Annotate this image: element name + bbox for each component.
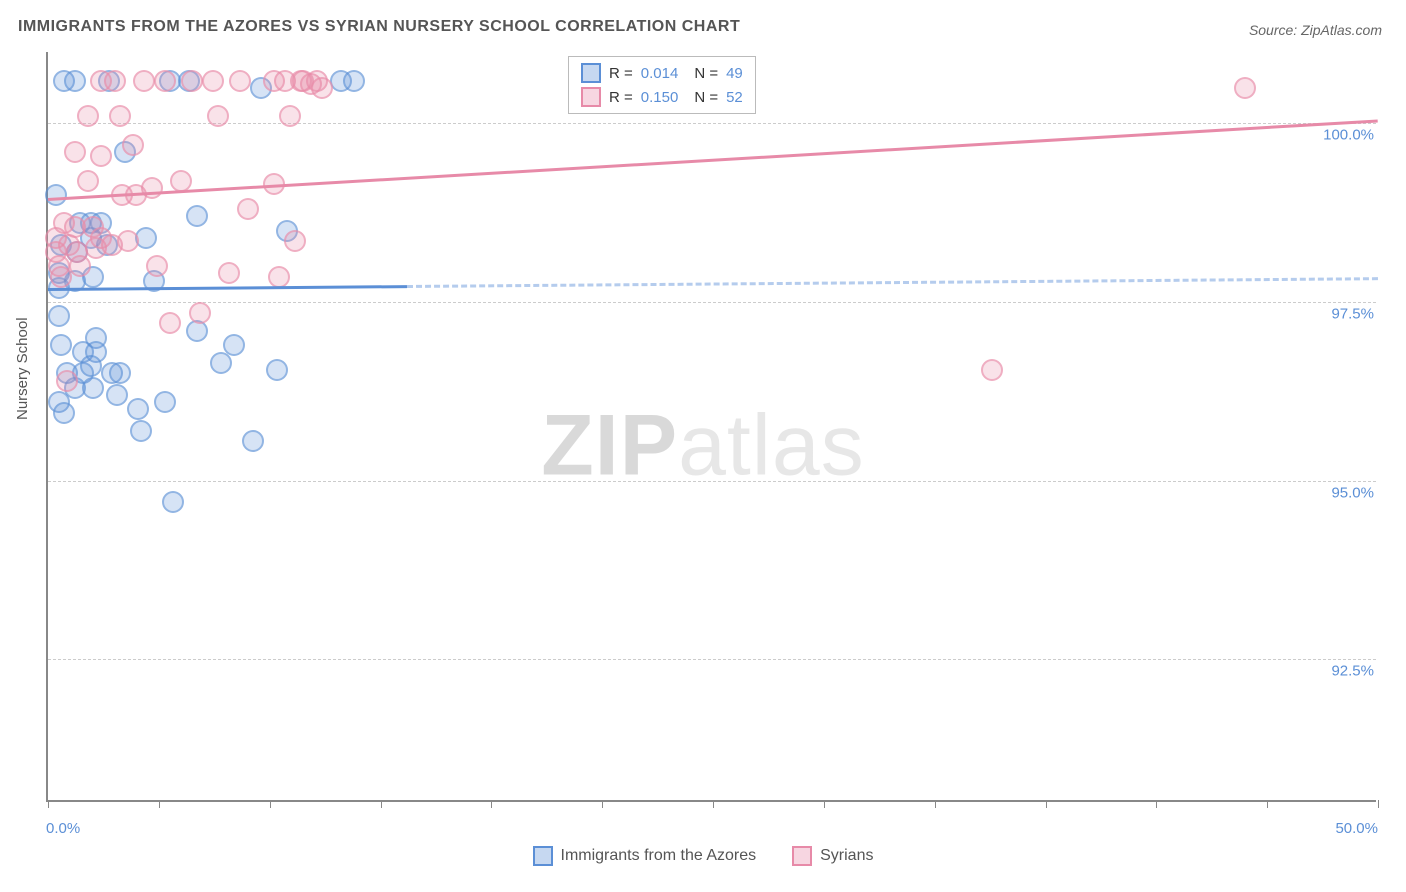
- legend-item-azores: Immigrants from the Azores: [533, 846, 757, 866]
- data-point: [45, 184, 67, 206]
- data-point: [104, 70, 126, 92]
- data-point: [48, 305, 70, 327]
- y-axis-label: Nursery School: [14, 317, 31, 420]
- stat-n-label: N =: [694, 65, 718, 82]
- legend-swatch-blue: [533, 846, 553, 866]
- gridline: [48, 123, 1376, 124]
- trend-line: [407, 277, 1378, 288]
- data-point: [268, 266, 290, 288]
- data-point: [207, 105, 229, 127]
- stat-r-value: 0.014: [641, 65, 679, 82]
- data-point: [135, 227, 157, 249]
- data-point: [127, 398, 149, 420]
- data-point: [53, 402, 75, 424]
- x-tick: [713, 800, 714, 808]
- data-point: [181, 70, 203, 92]
- data-point: [122, 134, 144, 156]
- data-point: [189, 302, 211, 324]
- data-point: [202, 70, 224, 92]
- data-point: [109, 362, 131, 384]
- data-point: [106, 384, 128, 406]
- data-point: [77, 170, 99, 192]
- data-point: [64, 141, 86, 163]
- y-tick-label: 97.5%: [1327, 306, 1378, 323]
- data-point: [266, 359, 288, 381]
- stats-row-azores: R = 0.014 N = 49: [569, 61, 755, 85]
- data-point: [162, 491, 184, 513]
- data-point: [117, 230, 139, 252]
- x-tick-label-min: 0.0%: [46, 820, 80, 837]
- data-point: [82, 377, 104, 399]
- stat-r-value: 0.150: [641, 89, 679, 106]
- legend: Immigrants from the Azores Syrians: [0, 846, 1406, 866]
- data-point: [90, 145, 112, 167]
- data-point: [311, 77, 333, 99]
- data-point: [279, 105, 301, 127]
- data-point: [133, 70, 155, 92]
- data-point: [1234, 77, 1256, 99]
- data-point: [141, 177, 163, 199]
- data-point: [343, 70, 365, 92]
- data-point: [242, 430, 264, 452]
- trend-line: [48, 120, 1378, 202]
- x-tick: [381, 800, 382, 808]
- data-point: [154, 70, 176, 92]
- data-point: [218, 262, 240, 284]
- data-point: [284, 230, 306, 252]
- x-tick: [602, 800, 603, 808]
- swatch-icon: [581, 87, 601, 107]
- y-tick-label: 92.5%: [1327, 663, 1378, 680]
- data-point: [210, 352, 232, 374]
- stat-n-value: 49: [726, 65, 743, 82]
- legend-item-syrians: Syrians: [792, 846, 873, 866]
- x-tick: [491, 800, 492, 808]
- stat-n-value: 52: [726, 89, 743, 106]
- data-point: [130, 420, 152, 442]
- x-tick: [1046, 800, 1047, 808]
- x-tick: [1267, 800, 1268, 808]
- x-tick: [935, 800, 936, 808]
- x-tick-label-max: 50.0%: [1335, 820, 1378, 837]
- legend-swatch-pink: [792, 846, 812, 866]
- x-tick: [48, 800, 49, 808]
- gridline: [48, 302, 1376, 303]
- y-tick-label: 95.0%: [1327, 484, 1378, 501]
- data-point: [109, 105, 131, 127]
- data-point: [159, 312, 181, 334]
- data-point: [170, 170, 192, 192]
- gridline: [48, 659, 1376, 660]
- data-point: [229, 70, 251, 92]
- x-tick: [1156, 800, 1157, 808]
- x-tick: [270, 800, 271, 808]
- source-label: Source: ZipAtlas.com: [1249, 22, 1382, 38]
- data-point: [154, 391, 176, 413]
- legend-label: Immigrants from the Azores: [561, 847, 757, 865]
- plot-area: 92.5% 95.0% 97.5% 100.0%: [46, 52, 1376, 802]
- gridline: [48, 481, 1376, 482]
- stat-n-label: N =: [694, 89, 718, 106]
- legend-label: Syrians: [820, 847, 873, 865]
- data-point: [77, 105, 99, 127]
- x-tick: [824, 800, 825, 808]
- y-tick-label: 100.0%: [1319, 127, 1378, 144]
- data-point: [56, 370, 78, 392]
- stat-r-label: R =: [609, 65, 633, 82]
- data-point: [237, 198, 259, 220]
- stat-r-label: R =: [609, 89, 633, 106]
- stats-row-syrians: R = 0.150 N = 52: [569, 85, 755, 109]
- x-tick: [159, 800, 160, 808]
- data-point: [223, 334, 245, 356]
- data-point: [50, 334, 72, 356]
- correlation-stats-box: R = 0.014 N = 49 R = 0.150 N = 52: [568, 56, 756, 114]
- swatch-icon: [581, 63, 601, 83]
- data-point: [64, 70, 86, 92]
- chart-title: IMMIGRANTS FROM THE AZORES VS SYRIAN NUR…: [18, 18, 740, 36]
- data-point: [146, 255, 168, 277]
- data-point: [69, 255, 91, 277]
- trend-line: [48, 285, 407, 291]
- x-tick: [1378, 800, 1379, 808]
- data-point: [186, 205, 208, 227]
- data-point: [981, 359, 1003, 381]
- data-point: [80, 355, 102, 377]
